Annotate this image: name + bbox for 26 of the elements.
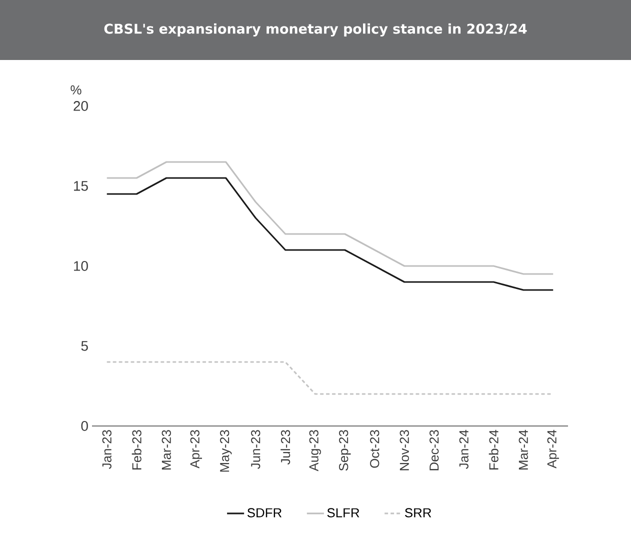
x-tick-label: Feb-23 xyxy=(132,430,142,470)
x-tick-label: Oct-23 xyxy=(370,430,380,468)
x-tick-label: Aug-23 xyxy=(309,430,321,472)
x-tick-label: Apr-23 xyxy=(190,430,202,468)
x-tick-label: Mar-23 xyxy=(162,430,171,470)
x-tick-label: Feb-24 xyxy=(488,430,498,470)
x-tick-label: Dec-23 xyxy=(430,430,439,470)
y-axis-title: % xyxy=(70,85,82,94)
chart-title: CBSL's expansionary monetary policy stance in 2023/24 xyxy=(104,23,527,37)
y-tick-label: 15 xyxy=(74,181,88,191)
x-tick-label: Sep-23 xyxy=(339,430,351,471)
x-tick-label: Jul-23 xyxy=(280,430,290,465)
x-tick-label: Nov-23 xyxy=(400,430,409,470)
x-tick-label: Mar-24 xyxy=(518,430,528,470)
legend-label: SRR xyxy=(404,508,432,518)
x-tick-label: Jan-23 xyxy=(102,430,112,469)
y-tick-label: 20 xyxy=(74,101,88,111)
legend-label: SDFR xyxy=(247,508,282,518)
x-tick-label: Jan-24 xyxy=(459,430,468,469)
y-tick-label: 5 xyxy=(81,341,88,351)
y-tick-label: 10 xyxy=(74,261,88,271)
x-tick-label: May-23 xyxy=(220,430,232,472)
legend-label: SLFR xyxy=(327,508,360,518)
y-tick-label: 0 xyxy=(81,421,88,431)
x-tick-label: Apr-24 xyxy=(547,430,559,468)
x-tick-label: Jun-23 xyxy=(251,430,260,469)
